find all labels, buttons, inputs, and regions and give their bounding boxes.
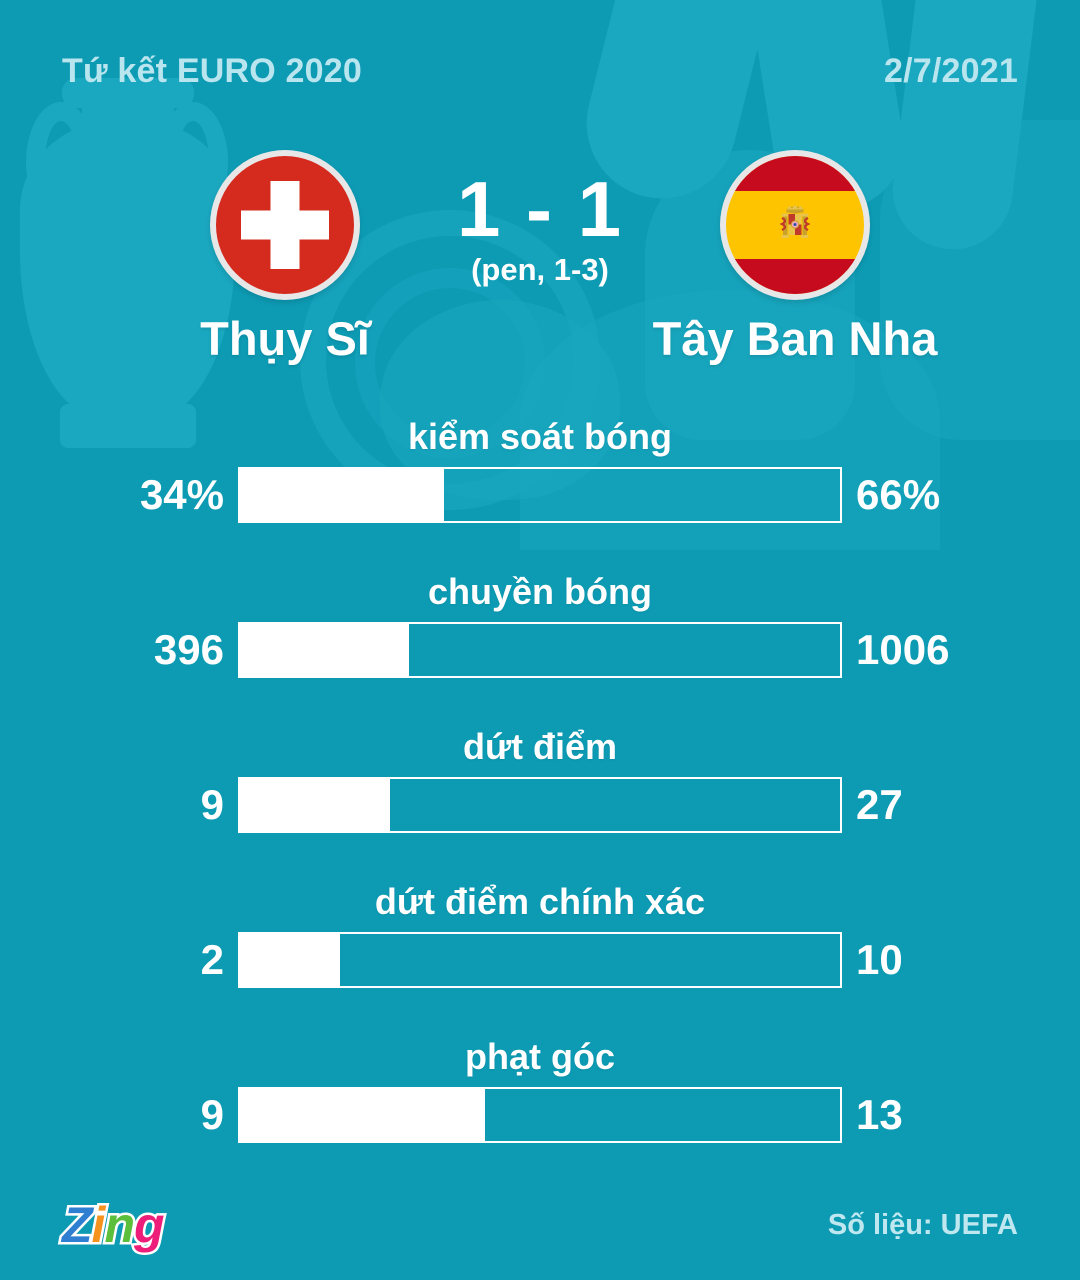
stat-row: dứt điểm 9 27 (0, 715, 1080, 870)
stat-row: chuyền bóng 396 1006 (0, 560, 1080, 715)
stat-bar (238, 622, 842, 678)
stat-label: kiểm soát bóng (407, 416, 673, 457)
stat-bar-fill-home (240, 934, 341, 986)
stat-value-away: 66% (856, 471, 941, 518)
stat-label: dứt điểm chính xác (374, 881, 706, 922)
data-source: Số liệu: UEFA (827, 1208, 1018, 1241)
match-header: Thụy Sĩ 1 - 1 (pen, 1-3) (0, 150, 1080, 380)
match-date: 2/7/2021 (884, 52, 1018, 90)
stat-bar-fill-home (240, 624, 410, 676)
stat-bar (238, 467, 842, 523)
stat-bar-fill-home (240, 779, 390, 831)
header: Tứ kết EURO 2020 2/7/2021 (0, 52, 1080, 91)
stat-value-home: 9 (200, 781, 224, 828)
stat-bar-wrap: 9 13 (0, 1087, 1080, 1143)
logo-letter-g: g (132, 1197, 167, 1253)
scoreline: 1 - 1 (pen, 1-3) (390, 165, 690, 288)
stat-value-away: 10 (856, 936, 903, 983)
stat-row: phạt góc 9 13 (0, 1025, 1080, 1180)
stat-value-home: 2 (200, 936, 224, 983)
spain-coat-of-arms-icon (779, 204, 811, 238)
spain-flag-icon (720, 150, 870, 300)
stat-label: chuyền bóng (428, 571, 652, 612)
zing-logo: Zing (60, 1197, 167, 1253)
stat-value-away: 27 (856, 781, 903, 828)
away-team: Tây Ban Nha (630, 150, 960, 363)
stat-bar-fill-home (240, 1089, 486, 1141)
logo-letter-n: n (102, 1197, 137, 1253)
penalty-note: (pen, 1-3) (471, 252, 609, 288)
trophy-neck-shape (82, 88, 174, 158)
stat-bar-wrap: 396 1006 (0, 622, 1080, 678)
stat-value-home: 34% (139, 471, 224, 518)
stat-label: dứt điểm (462, 726, 618, 767)
home-team-name: Thụy Sĩ (200, 312, 370, 365)
stat-value-away: 13 (856, 1091, 903, 1138)
stat-bar-fill-home (240, 469, 444, 521)
switzerland-flag-icon (210, 150, 360, 300)
away-team-name: Tây Ban Nha (652, 312, 938, 365)
competition-title: Tứ kết EURO 2020 (62, 52, 362, 90)
stat-bar (238, 777, 842, 833)
stat-bar (238, 1087, 842, 1143)
stat-value-away: 1006 (856, 626, 950, 673)
footer: Zing Số liệu: UEFA (0, 1170, 1080, 1280)
stats-list: kiểm soát bóng 34% 66% chuyền bóng 396 1006 dứ… (0, 405, 1080, 1180)
stat-row: dứt điểm chính xác 2 10 (0, 870, 1080, 1025)
stat-bar (238, 932, 842, 988)
stat-bar-wrap: 9 27 (0, 777, 1080, 833)
home-team: Thụy Sĩ (120, 150, 450, 363)
logo-letter-z: Z (60, 1197, 95, 1253)
stat-value-home: 9 (200, 1091, 224, 1138)
stat-bar-wrap: 2 10 (0, 932, 1080, 988)
stat-bar-wrap: 34% 66% (0, 467, 1080, 523)
score-value: 1 - 1 (456, 165, 624, 253)
stat-label: phạt góc (465, 1036, 615, 1077)
stat-row: kiểm soát bóng 34% 66% (0, 405, 1080, 560)
stat-value-home: 396 (153, 626, 224, 673)
logo-letter-i: i (89, 1197, 108, 1253)
